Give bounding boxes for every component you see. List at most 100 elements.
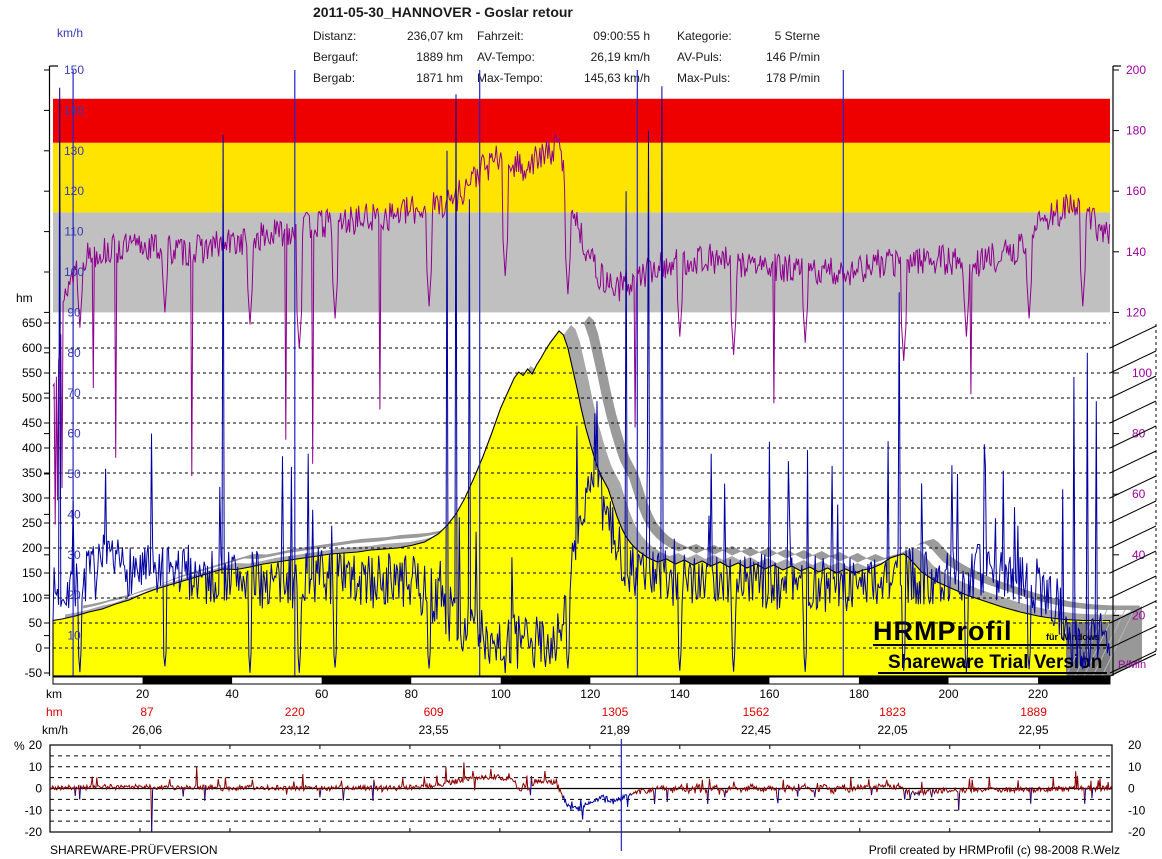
segment-kmh-value: 22,45 [741,723,771,737]
slope-line-segment [1085,780,1093,799]
stat-value-av-puls: 146 P/min [765,50,820,64]
slope-line-segment [75,784,81,800]
km-tick-label: 120 [580,687,600,701]
hm-tick-label: 200 [22,541,42,555]
stat-label-distanz: Distanz: [313,29,357,43]
depth-line [1109,425,1157,449]
end-block-hatch [1092,609,1126,677]
slope-line-segment [1084,787,1087,804]
slope-line-segment [724,789,727,798]
logo-hrmprofil: HRMProfil [873,616,1013,646]
hm-tick-label: 150 [22,566,42,580]
slope-line-segment [630,793,633,796]
slope-line-segment [183,766,206,801]
stat-value-fahrzeit: 09:00:55 h [593,29,650,43]
kmh-tick-label: 100 [64,265,84,279]
slope-line-segment [814,789,817,798]
hm-tick-label: 100 [22,591,42,605]
slope-line-segment [320,780,344,801]
depth-line [1109,650,1157,674]
hm-tick-label: 600 [22,341,42,355]
kmh-tick-label: 80 [67,346,81,360]
pulse-zone-yellow [53,142,1110,213]
km-tick-label: 200 [938,687,958,701]
slope-line-segment [904,790,907,800]
pulse-line [52,132,1111,525]
slope-line-segment [1030,787,1033,804]
depth-line [1109,500,1157,524]
hm-tick-label: 50 [29,616,43,630]
segment-kmh-value: 22,05 [878,723,908,737]
slope-line-segment [915,789,920,796]
hm-tick-label: 650 [22,316,42,330]
hm-row-label: hm [46,705,63,719]
segment-kmh-value: 23,12 [280,723,310,737]
slope-line-segment [931,789,934,798]
slope-right-tick-label: 20 [1128,738,1142,752]
slope-line-segment [725,781,778,798]
hm-tick-label: 500 [22,391,42,405]
hm-tick-label: 400 [22,441,42,455]
hm-axis-unit: hm [16,291,33,305]
slope-line-segment [666,789,669,802]
pmin-tick-label: 80 [1132,427,1146,441]
kmh-axis-unit: km/h [57,26,84,40]
segment-hm-value: 87 [140,705,154,719]
stat-value-kategorie: 5 Sterne [774,29,820,43]
depth-line [1109,325,1157,349]
slope-right-tick-label: 10 [1128,760,1142,774]
slope-line-segment [815,777,872,796]
slope-line-segment [1031,771,1086,804]
stat-value-av-tempo: 26,19 km/h [590,50,650,64]
slope-line-segment [958,792,961,811]
pmin-tick-label: 200 [1126,63,1146,77]
slope-line-segment [708,778,726,798]
slope-line-segment [654,789,656,805]
slope-left-tick-label: 20 [29,738,43,752]
slope-line-segment [776,788,780,804]
slope-line-segment [80,776,153,833]
km-scale-segment [679,677,770,684]
slope-line-segment [778,779,799,797]
slope-line-segment [49,784,76,796]
slope-line-segment [319,789,322,798]
hm-tick-label: -50 [25,666,43,680]
slope-line-segment [182,786,185,797]
segment-kmh-value: 22,95 [1019,723,1049,737]
depth-lines [1109,325,1157,674]
pmin-tick-label: 100 [1132,366,1152,380]
depth-line [1109,550,1157,574]
slope-right-tick-label: -10 [1128,803,1146,817]
stat-value-distanz: 236,07 km [406,29,463,43]
stat-label-av-tempo: AV-Tempo: [477,50,535,64]
stat-value-max-puls: 178 P/min [765,71,820,85]
stat-label-bergab: Bergab: [313,71,356,85]
km-scale-segment [321,677,412,684]
kmh-row-label: km/h [42,723,68,737]
slope-line-segment [911,790,916,796]
pmin-tick-label: 40 [1132,548,1146,562]
kmh-tick-label: 30 [67,548,81,562]
slope-line-segment [372,779,375,801]
depth-line [1109,350,1157,374]
slope-line-segment [932,786,960,811]
km-tick-label: 80 [405,687,419,701]
slope-percent-label: % [14,739,25,753]
end-block-hatch [1065,609,1099,677]
slope-line-segment [667,779,709,804]
logo-shareware: Shareware Trial Version [888,652,1102,673]
hm-tick-label: 450 [22,416,42,430]
kmh-tick-label: 10 [67,629,81,643]
stat-value-bergauf: 1889 hm [416,50,463,64]
stat-value-bergab: 1871 hm [416,71,463,85]
segment-hm-value: 220 [285,705,305,719]
hm-tick-label: 0 [35,641,42,655]
segment-kmh-value: 23,55 [419,723,449,737]
slope-line-segment [530,771,564,799]
pmin-tick-label: 140 [1126,245,1146,259]
pulse-zone-red [53,98,1110,143]
slope-line-segment [343,783,374,801]
slope-line-segment [959,777,1032,804]
slope-line-segment [919,781,933,798]
